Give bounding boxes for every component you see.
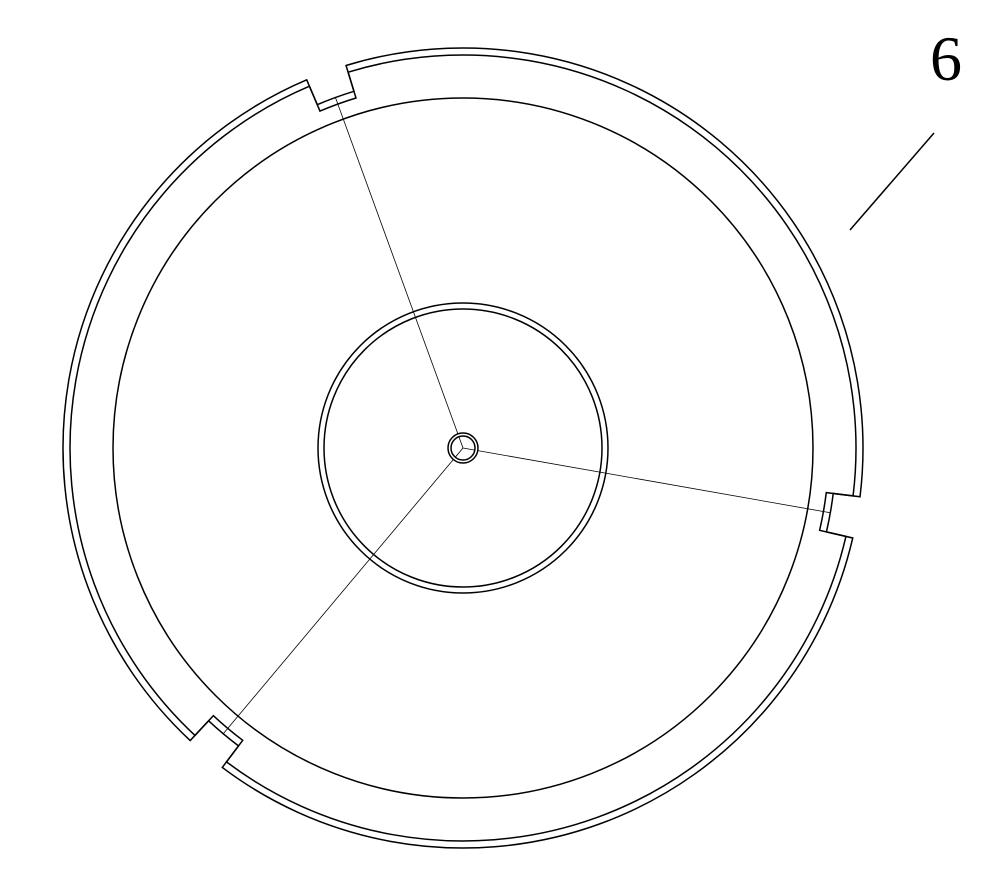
drawing-container: 6 (0, 0, 1000, 896)
technical-diagram (0, 0, 1000, 896)
callout-label-6: 6 (930, 22, 962, 96)
